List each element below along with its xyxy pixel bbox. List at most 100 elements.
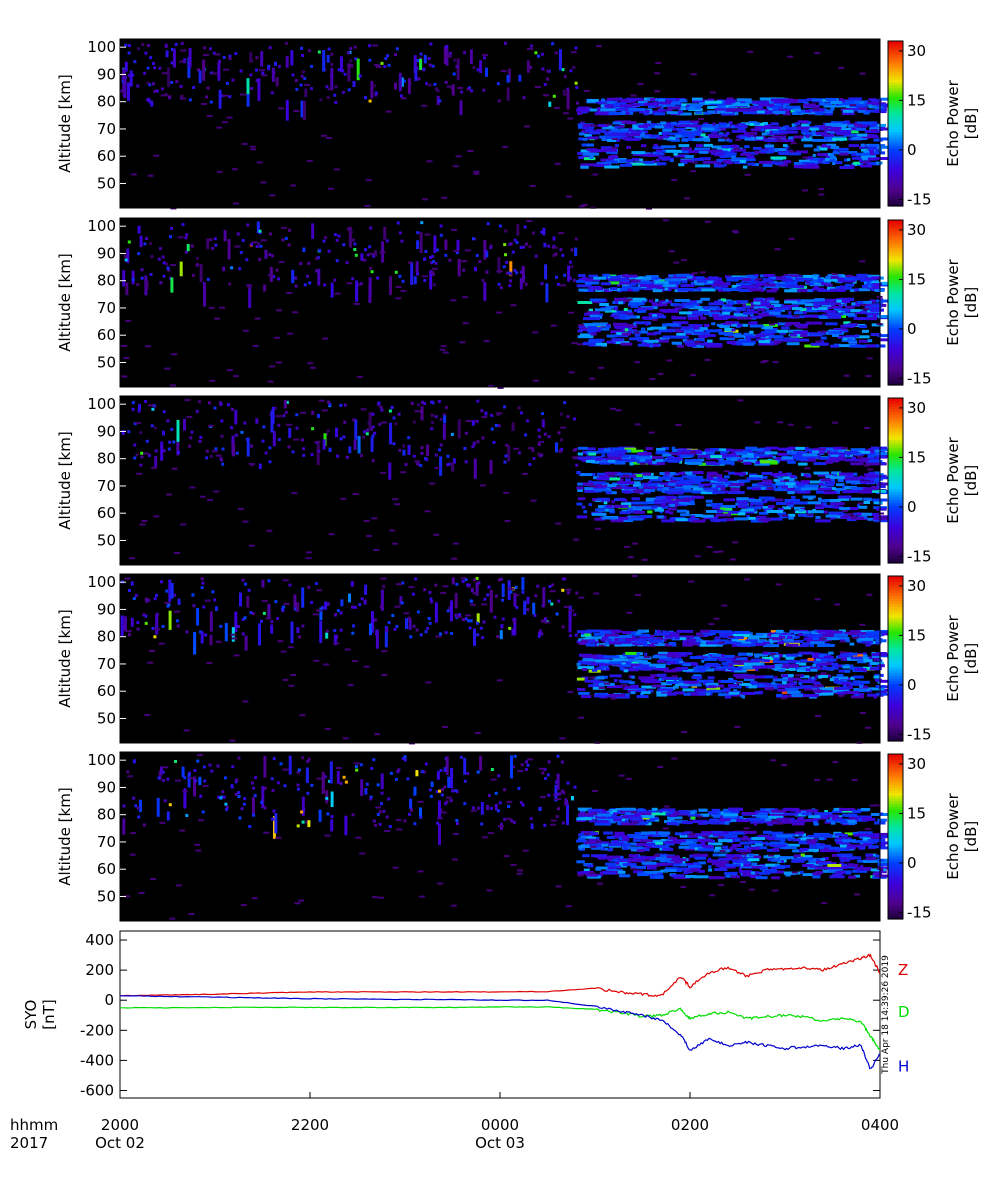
echo-cell (442, 351, 449, 354)
echo-cell (662, 630, 668, 634)
echo-cell (310, 64, 313, 68)
colorbar-swatch (888, 483, 903, 487)
echo-cell (513, 447, 520, 450)
echo-cell (136, 621, 140, 624)
echo-cell (577, 666, 595, 670)
echo-cell (757, 308, 766, 312)
echo-cell (832, 334, 839, 337)
echo-cell (864, 285, 881, 289)
echo-cell (340, 56, 343, 73)
echo-cell (164, 367, 171, 370)
echo-cell (161, 625, 165, 628)
echo-cell (867, 276, 881, 280)
echo-cell (591, 668, 598, 672)
echo-cell (737, 123, 746, 127)
echo-cell (769, 323, 776, 326)
echo-cell (270, 624, 274, 634)
echo-cell (451, 557, 458, 560)
echo-cell (630, 661, 642, 665)
echo-cell (692, 449, 699, 453)
echo-cell (496, 412, 503, 415)
echo-cell (358, 74, 362, 78)
echo-cell (792, 644, 809, 648)
echo-cell (820, 336, 827, 340)
echo-cell (818, 302, 836, 306)
echo-cell (693, 487, 703, 491)
echo-cell (176, 624, 180, 628)
echo-cell (635, 656, 652, 660)
echo-cell (847, 507, 859, 510)
echo-cell (752, 310, 759, 314)
colorbar-swatch (888, 123, 903, 127)
echo-cell (578, 137, 583, 141)
echo-cell (215, 606, 218, 611)
echo-cell (710, 503, 723, 506)
echo-cell (724, 99, 737, 103)
echo-cell (695, 451, 703, 454)
echo-cell (680, 685, 689, 688)
echo-cell (336, 609, 340, 613)
echo-cell (671, 316, 687, 320)
echo-cell (487, 585, 491, 589)
echo-cell (269, 365, 276, 368)
echo-cell (125, 319, 132, 322)
echo-cell (496, 413, 500, 417)
echo-cell (666, 323, 680, 327)
echo-cell (768, 107, 778, 111)
echo-cell (865, 317, 878, 321)
echo-cell (775, 281, 788, 285)
echo-cell (714, 280, 724, 284)
echo-cell (563, 75, 567, 79)
echo-cell (164, 43, 168, 48)
echo-cell (784, 300, 797, 304)
echo-cell (353, 45, 357, 49)
echo-cell (643, 112, 649, 116)
echo-cell (144, 51, 148, 55)
echo-cell (576, 471, 581, 475)
colorbar-swatch (888, 173, 903, 177)
echo-cell (709, 448, 719, 452)
echo-cell (123, 254, 127, 258)
y-tick-label: 80 (97, 450, 116, 468)
echo-cell (389, 422, 393, 445)
echo-cell (829, 288, 846, 292)
echo-cell (712, 149, 723, 153)
echo-cell (744, 145, 750, 149)
echo-cell (148, 83, 152, 87)
echo-cell (622, 310, 631, 314)
echo-cell (767, 486, 774, 489)
echo-cell (145, 280, 149, 290)
echo-cell (268, 46, 272, 50)
echo-cell (619, 124, 625, 128)
echo-cell (695, 282, 705, 286)
echo-cell (697, 128, 705, 132)
echo-cell (538, 440, 545, 443)
echo-cell (862, 157, 873, 161)
echo-cell (373, 64, 380, 66)
echo-cell (252, 612, 255, 616)
echo-cell (694, 130, 702, 134)
echo-cell (746, 514, 750, 518)
echo-cell (155, 613, 159, 635)
echo-cell (303, 283, 307, 287)
echo-cell (601, 453, 606, 457)
echo-cell (318, 248, 322, 252)
echo-cell (389, 529, 396, 532)
colorbar-swatch (888, 57, 903, 61)
echo-cell (857, 502, 864, 505)
echo-cell (286, 292, 293, 294)
echo-cell (748, 121, 758, 125)
echo-cell (752, 487, 761, 491)
echo-cell (877, 632, 893, 636)
echo-cell (695, 338, 705, 342)
echo-cell (270, 620, 274, 624)
echo-cell (670, 121, 677, 125)
colorbar-swatch (888, 379, 903, 383)
echo-cell (688, 683, 702, 687)
echo-cell (825, 152, 831, 156)
colorbar-swatch (888, 46, 903, 50)
echo-cell (285, 99, 289, 121)
echo-cell (716, 162, 722, 166)
echo-cell (520, 411, 523, 415)
echo-cell (613, 679, 618, 683)
